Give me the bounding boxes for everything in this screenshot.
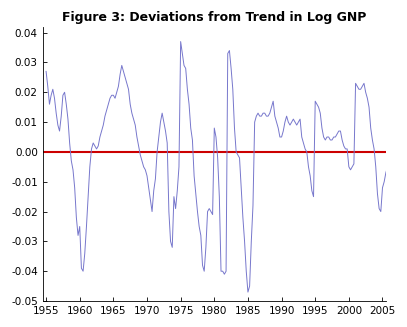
Title: Figure 3: Deviations from Trend in Log GNP: Figure 3: Deviations from Trend in Log G… (62, 11, 366, 24)
